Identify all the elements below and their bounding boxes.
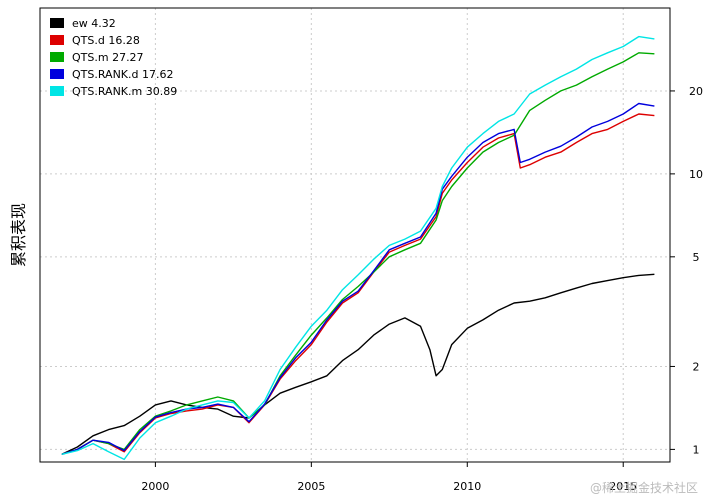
legend-swatch: [50, 52, 64, 62]
y-tick-label: 2: [693, 360, 700, 373]
legend: ew 4.32 QTS.d 16.28 QTS.m 27.27 QTS.RANK.d …: [50, 17, 177, 98]
legend-swatch: [50, 35, 64, 45]
y-tick-label: 5: [693, 251, 700, 264]
legend-swatch: [50, 18, 64, 28]
legend-label: QTS.RANK.m 30.89: [72, 85, 177, 98]
plot-frame: [39, 7, 671, 463]
y-tick-label: 20: [689, 85, 703, 98]
y-tick-label: 1: [693, 443, 700, 456]
series-line-4: [61, 35, 655, 461]
x-tick-label: 2010: [453, 480, 481, 493]
x-tick-label: 2000: [141, 480, 169, 493]
series-lines: [61, 35, 655, 461]
series-line-0: [61, 273, 655, 455]
legend-label: QTS.RANK.d 17.62: [72, 68, 174, 81]
legend-label: QTS.m 27.27: [72, 51, 144, 64]
series-line-3: [61, 102, 655, 455]
x-axis: 2000 2005 2010 2015: [141, 462, 637, 493]
legend-label: ew 4.32: [72, 17, 116, 30]
y-axis-label: 累积表现: [9, 203, 28, 267]
grid: [40, 8, 670, 462]
legend-swatch: [50, 69, 64, 79]
x-tick-label: 2015: [609, 480, 637, 493]
legend-swatch: [50, 86, 64, 96]
watermark: @稀土掘金技术社区: [590, 480, 698, 495]
y-axis: 1 2 5 10 20: [670, 85, 703, 456]
y-tick-label: 10: [689, 168, 703, 181]
x-tick-label: 2005: [297, 480, 325, 493]
legend-label: QTS.d 16.28: [72, 34, 140, 47]
series-line-2: [61, 52, 655, 455]
